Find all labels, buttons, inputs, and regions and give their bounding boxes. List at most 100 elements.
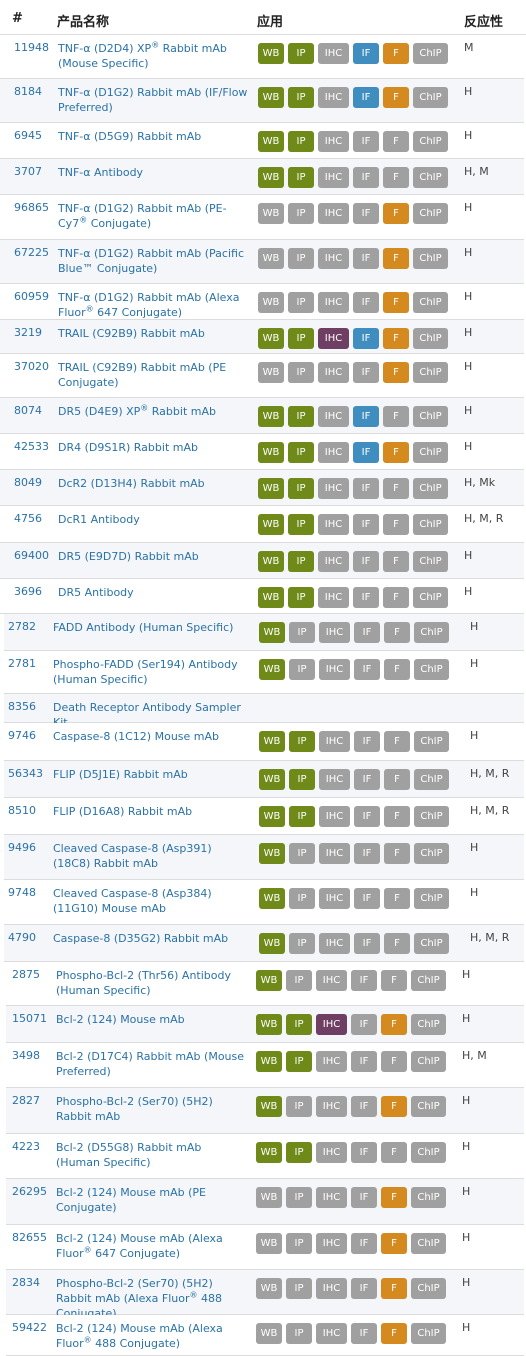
product-name-link[interactable]: Phospho-FADD (Ser194) Antibody (Human Sp… [53,658,238,686]
badge-wb: WB [258,328,284,349]
badge-wb: WB [258,43,284,64]
product-name-link[interactable]: Bcl-2 (D55G8) Rabbit mAb (Human Specific… [56,1141,202,1169]
badge-wb: WB [259,843,285,864]
catalog-number: 2827 [12,1094,40,1107]
badge-if: IF [354,888,380,909]
badge-wb: WB [258,248,284,269]
badge-chip: ChIP [411,1187,446,1208]
product-name-link[interactable]: Caspase-8 (1C12) Mouse mAb [53,730,220,743]
badge-chip: ChIP [414,843,449,864]
product-name-link[interactable]: TRAIL (C92B9) Rabbit mAb [58,327,205,340]
catalog-number: 3707 [14,165,42,178]
badge-f: F [384,731,410,752]
badge-ihc: IHC [316,1051,347,1072]
badge-ihc: IHC [316,970,347,991]
application-badges: WB IP IHC IF F ChIP [258,551,452,572]
badge-if: IF [354,622,380,643]
product-name-link[interactable]: Bcl-2 (D17C4) Rabbit mAb (Mouse Preferre… [56,1050,245,1078]
table-row: 3498 Bcl-2 (D17C4) Rabbit mAb (Mouse Pref… [6,1043,524,1088]
badge-chip: ChIP [411,1233,446,1254]
table-row: 9746 Caspase-8 (1C12) Mouse mAb WB IP IHC IF F… [4,723,524,761]
badge-wb: WB [258,362,284,383]
reactivity: H [464,360,473,373]
application-badges: WB IP IHC IF F ChIP [259,843,453,864]
badge-ihc: IHC [318,442,349,463]
badge-ihc: IHC [318,587,349,608]
product-name-link[interactable]: TNF-α (D2D4) XP® Rabbit mAb (Mouse Speci… [58,40,227,70]
product-name-link[interactable]: TNF-α Antibody [58,166,144,179]
product-name-link[interactable]: DcR1 Antibody [58,513,140,526]
product-name-link[interactable]: DR5 Antibody [58,586,134,599]
product-name-link[interactable]: TNF-α (D1G2) Rabbit mAb (Pacific Blue™ C… [58,247,245,275]
product-name-link[interactable]: Bcl-2 (124) Mouse mAb [56,1013,185,1026]
badge-wb: WB [256,1142,282,1163]
table-row: 8510 FLIP (D16A8) Rabbit mAb WB IP IHC IF F ChI… [4,798,524,835]
badge-if: IF [353,478,379,499]
reactivity: H [464,440,473,453]
badge-ihc: IHC [318,87,349,108]
product-name-link[interactable]: Cleaved Caspase-8 (Asp384) (11G10) Mouse… [53,887,212,915]
product-name-link[interactable]: DR4 (D9S1R) Rabbit mAb [58,441,198,454]
product-name-link[interactable]: Bcl-2 (124) Mouse mAb (Alexa Fluor® 488 … [56,1322,223,1350]
product-name-link[interactable]: TNF-α (D1G2) Rabbit mAb (Alexa Fluor® 64… [58,291,240,319]
badge-f: F [383,478,409,499]
table-row: 96865 TNF-α (D1G2) Rabbit mAb (PE-Cy7® Co… [0,195,524,240]
product-name-link[interactable]: Bcl-2 (124) Mouse mAb (PE Conjugate) [56,1186,206,1214]
badge-ip: IP [289,659,315,680]
application-badges: WB IP IHC IF F ChIP [256,970,450,991]
product-name-link[interactable]: Phospho-Bcl-2 (Ser70) (5H2) Rabbit mAb [56,1095,213,1123]
application-badges: WB IP IHC IF F ChIP [258,442,452,463]
product-name-link[interactable]: TNF-α (D1G2) Rabbit mAb (IF/Flow Preferr… [58,86,248,114]
badge-ihc: IHC [318,131,349,152]
product-name-link[interactable]: TNF-α (D5G9) Rabbit mAb [58,130,202,143]
reactivity: H [462,1094,471,1107]
badge-ip: IP [286,1051,312,1072]
badge-ihc: IHC [316,1233,347,1254]
application-badges: WB IP IHC IF F ChIP [258,43,452,64]
badge-f: F [383,587,409,608]
product-name-link[interactable]: DR5 (E9D7D) Rabbit mAb [58,550,199,563]
badge-f: F [381,1233,407,1254]
badge-if: IF [354,806,380,827]
table-row: 3696 DR5 Antibody WB IP IHC IF F ChIP H [0,579,524,614]
badge-ihc: IHC [316,1187,347,1208]
product-name-link[interactable]: TNF-α (D1G2) Rabbit mAb (PE-Cy7® Conjuga… [58,202,227,230]
catalog-number: 9496 [8,841,36,854]
badge-ihc: IHC [318,362,349,383]
product-name-link[interactable]: TRAIL (C92B9) Rabbit mAb (PE Conjugate) [58,361,227,389]
badge-ihc: IHC [318,328,349,349]
badge-ip: IP [288,551,314,572]
badge-ip: IP [289,806,315,827]
application-badges: WB IP IHC IF F ChIP [256,1323,450,1344]
product-name-link[interactable]: Phospho-Bcl-2 (Thr56) Antibody (Human Sp… [56,969,232,997]
badge-if: IF [353,328,379,349]
product-name-link[interactable]: DR5 (D4E9) XP® Rabbit mAb [58,403,216,418]
badge-ip: IP [288,87,314,108]
application-badges: WB IP IHC IF F ChIP [258,131,452,152]
badge-chip: ChIP [411,1142,446,1163]
reactivity: H, M [462,1049,487,1062]
badge-chip: ChIP [413,203,448,224]
badge-ip: IP [288,248,314,269]
product-name-link[interactable]: FADD Antibody (Human Specific) [53,621,234,634]
product-name-link[interactable]: Phospho-Bcl-2 (Ser70) (5H2) Rabbit mAb (… [56,1277,222,1320]
badge-wb: WB [256,1187,282,1208]
product-name-link[interactable]: DcR2 (D13H4) Rabbit mAb [58,477,205,490]
badge-chip: ChIP [413,43,448,64]
application-badges: WB IP IHC IF F ChIP [259,888,453,909]
product-name-link[interactable]: Bcl-2 (124) Mouse mAb (Alexa Fluor® 647 … [56,1232,223,1260]
product-name-link[interactable]: Caspase-8 (D35G2) Rabbit mAb [53,932,229,945]
badge-ip: IP [289,888,315,909]
product-name-link[interactable]: FLIP (D16A8) Rabbit mAb [53,805,193,818]
badge-chip: ChIP [411,1278,446,1299]
badge-if: IF [353,362,379,383]
product-name-link[interactable]: Cleaved Caspase-8 (Asp391) (18C8) Rabbit… [53,842,212,870]
table-row: 69400 DR5 (E9D7D) Rabbit mAb WB IP IHC IF F ChI… [0,543,524,579]
product-name-link[interactable]: FLIP (D5J1E) Rabbit mAb [53,768,188,781]
catalog-number: 2875 [12,968,40,981]
badge-f: F [383,131,409,152]
table-row: 2834 Phospho-Bcl-2 (Ser70) (5H2) Rabbit m… [6,1270,524,1320]
badge-chip: ChIP [411,1096,446,1117]
